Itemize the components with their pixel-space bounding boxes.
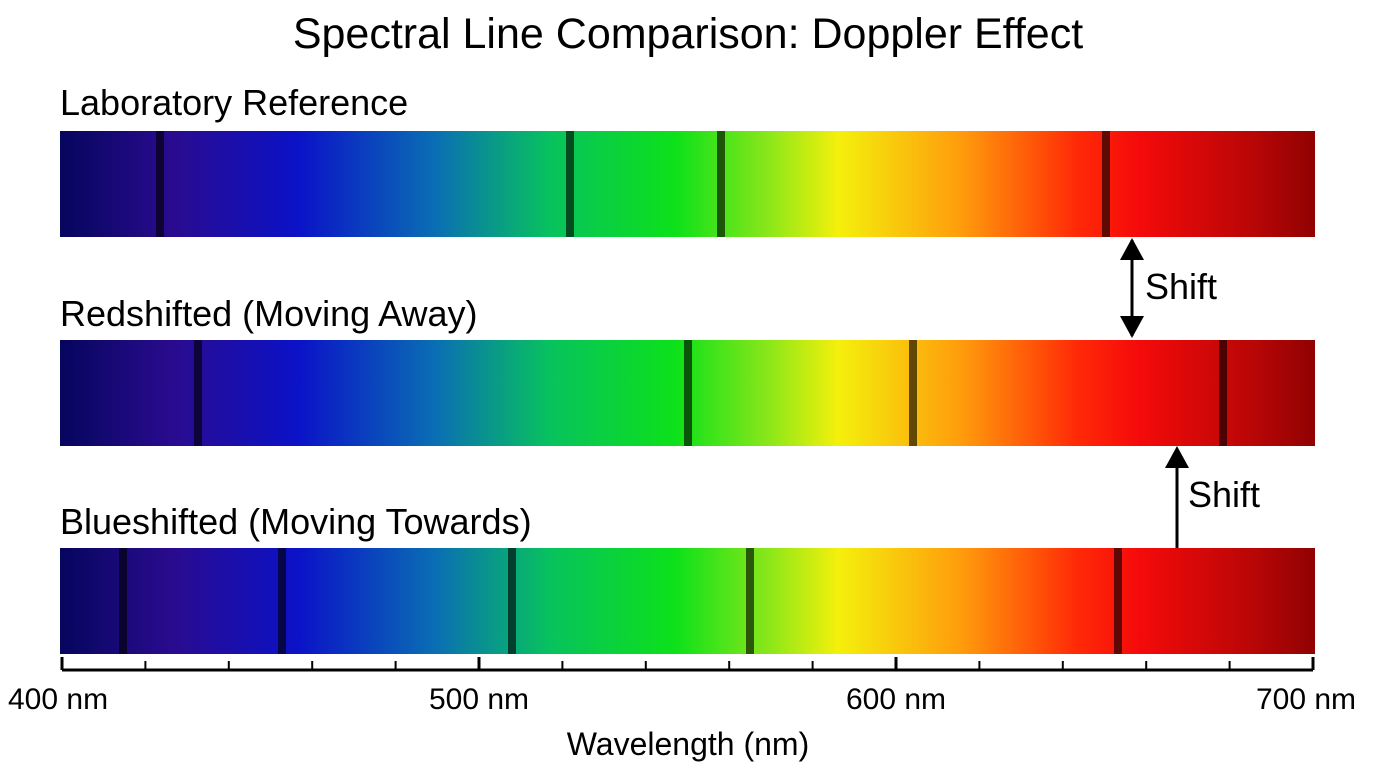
shift-arrowhead-up <box>1120 238 1144 260</box>
laboratory-reference-spectrum <box>60 131 1315 237</box>
absorption-line-lab-522 <box>566 131 575 237</box>
shift-label-redshift: Shift <box>1145 266 1218 307</box>
shift-label-blueshift: Shift <box>1188 474 1261 515</box>
laboratory-reference-label: Laboratory Reference <box>60 82 409 123</box>
absorption-line-red-550 <box>683 340 692 446</box>
axis-title: Wavelength (nm) <box>566 726 810 762</box>
absorption-line-blue-453 <box>277 548 286 654</box>
absorption-line-red-604 <box>909 340 918 446</box>
blueshifted-label: Blueshifted (Moving Towards) <box>60 501 532 542</box>
absorption-line-blue-415 <box>118 548 127 654</box>
absorption-line-blue-653 <box>1114 548 1123 654</box>
absorption-line-blue-565 <box>746 548 755 654</box>
redshifted-spectrum <box>60 340 1315 446</box>
absorption-line-lab-558 <box>716 131 725 237</box>
absorption-line-lab-424 <box>156 131 165 237</box>
absorption-line-red-678 <box>1218 340 1227 446</box>
absorption-line-lab-650 <box>1101 131 1110 237</box>
shift-arrowhead-down <box>1120 316 1144 338</box>
tick-label-500: 500 nm <box>428 683 530 716</box>
blueshifted-spectrum <box>60 548 1315 654</box>
absorption-line-blue-508 <box>507 548 516 654</box>
absorption-line-red-433 <box>194 340 203 446</box>
figure-title: Spectral Line Comparison: Doppler Effect <box>292 10 1084 58</box>
tick-label-400: 400 nm <box>8 683 109 716</box>
tick-label-600: 600 nm <box>845 683 947 716</box>
axis-ticks <box>60 657 1315 670</box>
redshifted-label: Redshifted (Moving Away) <box>60 293 478 334</box>
shift-arrowhead-single-up <box>1165 446 1189 468</box>
tick-label-700: 700 nm <box>1255 683 1357 716</box>
